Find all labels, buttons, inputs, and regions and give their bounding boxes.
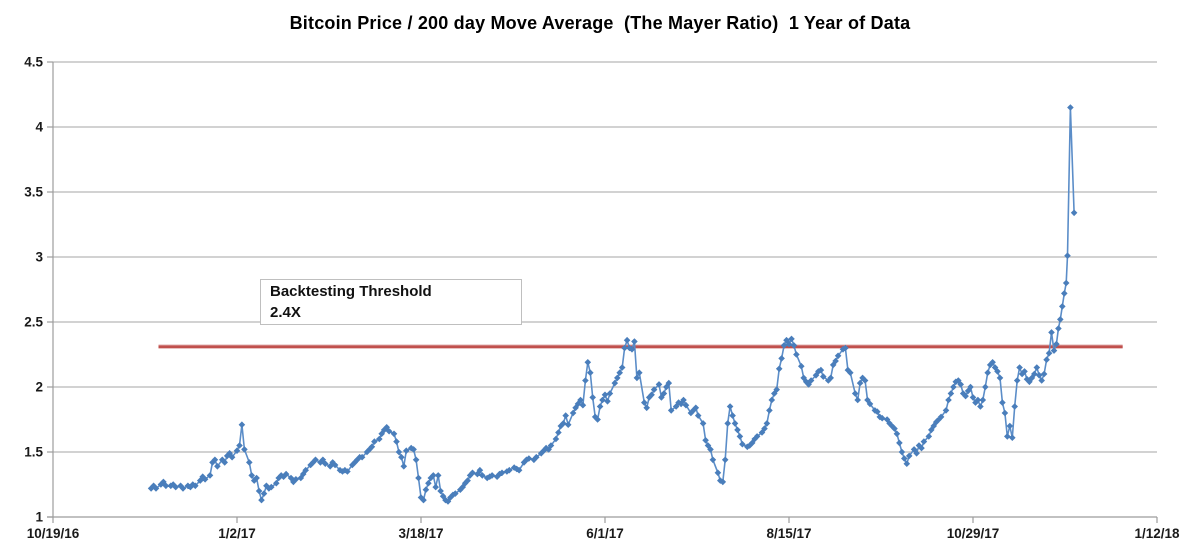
x-tick-label: 10/29/17 xyxy=(947,526,1000,541)
y-tick-label: 1.5 xyxy=(24,445,43,460)
y-tick-label: 2 xyxy=(35,380,43,395)
threshold-callout-line1: Backtesting Threshold xyxy=(270,283,432,300)
y-tick-label: 2.5 xyxy=(24,315,43,330)
x-axis-labels: 10/19/16 1/2/17 3/18/17 6/1/17 8/15/17 10/29/… xyxy=(27,526,1180,541)
y-tick-label: 3.5 xyxy=(24,185,43,200)
x-tick-label: 3/18/17 xyxy=(398,526,443,541)
y-tick-label: 1 xyxy=(35,510,43,525)
gridlines xyxy=(53,61,1157,453)
y-axis-labels: 1 1.5 2 2.5 3 3.5 4 4.5 xyxy=(24,55,43,525)
x-tick-label: 6/1/17 xyxy=(586,526,624,541)
series-mayer-ratio xyxy=(147,104,1078,505)
axes xyxy=(47,61,1158,523)
y-tick-label: 4.5 xyxy=(24,55,43,70)
y-tick-label: 3 xyxy=(35,250,43,265)
x-tick-label: 1/12/18 xyxy=(1134,526,1180,541)
chart-title: Bitcoin Price / 200 day Move Average (Th… xyxy=(289,13,911,33)
threshold-callout: Backtesting Threshold 2.4X xyxy=(260,279,522,325)
x-tick-label: 8/15/17 xyxy=(766,526,811,541)
x-tick-label: 10/19/16 xyxy=(27,526,80,541)
y-tick-label: 4 xyxy=(35,120,43,135)
x-tick-label: 1/2/17 xyxy=(218,526,256,541)
threshold-callout-line2: 2.4X xyxy=(270,304,301,321)
